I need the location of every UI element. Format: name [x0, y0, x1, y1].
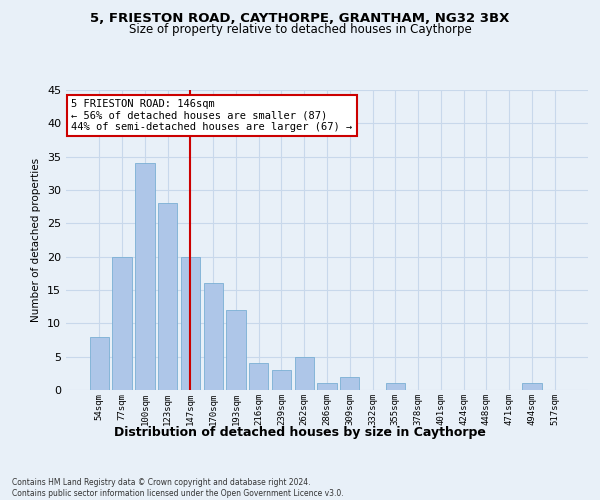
Bar — [386, 384, 405, 390]
Y-axis label: Number of detached properties: Number of detached properties — [31, 158, 41, 322]
Bar — [158, 204, 178, 390]
Bar — [135, 164, 155, 390]
Bar — [90, 336, 109, 390]
Bar — [317, 384, 337, 390]
Bar — [249, 364, 268, 390]
Text: 5, FRIESTON ROAD, CAYTHORPE, GRANTHAM, NG32 3BX: 5, FRIESTON ROAD, CAYTHORPE, GRANTHAM, N… — [91, 12, 509, 26]
Bar — [295, 356, 314, 390]
Text: Contains HM Land Registry data © Crown copyright and database right 2024.
Contai: Contains HM Land Registry data © Crown c… — [12, 478, 344, 498]
Bar — [272, 370, 291, 390]
Bar — [340, 376, 359, 390]
Bar — [226, 310, 245, 390]
Text: 5 FRIESTON ROAD: 146sqm
← 56% of detached houses are smaller (87)
44% of semi-de: 5 FRIESTON ROAD: 146sqm ← 56% of detache… — [71, 99, 352, 132]
Bar — [522, 384, 542, 390]
Bar — [112, 256, 132, 390]
Text: Size of property relative to detached houses in Caythorpe: Size of property relative to detached ho… — [128, 22, 472, 36]
Text: Distribution of detached houses by size in Caythorpe: Distribution of detached houses by size … — [114, 426, 486, 439]
Bar — [203, 284, 223, 390]
Bar — [181, 256, 200, 390]
